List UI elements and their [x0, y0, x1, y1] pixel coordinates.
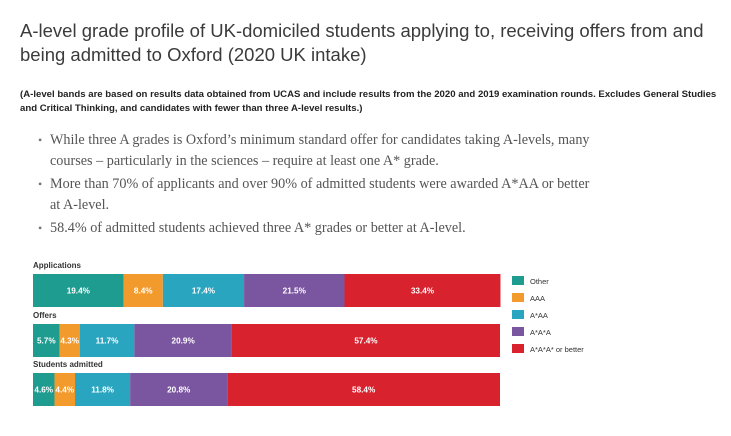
legend-swatch-0 [512, 276, 524, 285]
data-label-1-4: 57.4% [354, 337, 378, 346]
category-label-2: Students admitted [33, 360, 103, 369]
key-point-1: While three A grades is Oxford’s minimum… [38, 130, 598, 172]
bar-segment-2-2 [75, 373, 131, 406]
chart-note: (A-level bands are based on results data… [20, 89, 717, 114]
data-label-1-2: 11.7% [96, 337, 119, 346]
category-label-1: Offers [33, 311, 57, 320]
bar-segment-0-2 [162, 274, 245, 307]
data-label-0-4: 33.4% [411, 287, 435, 296]
legend-label-0: Other [530, 277, 549, 286]
data-label-0-2: 17.4% [192, 287, 216, 296]
data-label-2-2: 11.8% [91, 386, 114, 395]
stacked-bar-chart: Applications 19.4% 8.4% 17.4% 21.5% 33.4% Offe… [33, 261, 584, 406]
data-label-2-3: 20.8% [167, 386, 191, 395]
legend-label-2: A*AA [530, 311, 548, 320]
category-label-0: Applications [33, 261, 82, 270]
legend-swatch-3 [512, 327, 524, 336]
data-label-1-0: 5.7% [37, 337, 56, 346]
bar-segment-2-4 [227, 373, 500, 406]
bar-segment-1-4 [231, 324, 500, 357]
legend-label-3: A*A*A [530, 328, 551, 337]
bar-segment-1-0 [33, 324, 60, 357]
chart-title: A-level grade profile of UK-domiciled st… [20, 20, 704, 65]
legend-label-4: A*A*A* or better [530, 345, 584, 354]
bar-segment-2-0 [33, 373, 55, 406]
data-label-2-0: 4.6% [34, 386, 53, 395]
data-label-0-3: 21.5% [283, 287, 307, 296]
data-label-2-4: 58.4% [352, 386, 376, 395]
bar-segment-1-3 [134, 324, 232, 357]
data-label-2-1: 4.4% [55, 386, 74, 395]
bar-segment-0-0 [33, 274, 124, 307]
legend-label-1: AAA [530, 294, 545, 303]
data-label-0-1: 8.4% [134, 287, 153, 296]
key-points-list: While three A grades is Oxford’s minimum… [38, 130, 598, 241]
bar-segment-2-1 [54, 373, 76, 406]
legend-swatch-2 [512, 310, 524, 319]
data-label-1-3: 20.9% [172, 337, 196, 346]
data-label-1-1: 4.3% [60, 337, 79, 346]
bar-segment-0-4 [344, 274, 501, 307]
bar-segment-2-3 [130, 373, 228, 406]
key-point-3: 58.4% of admitted students achieved thre… [38, 218, 598, 239]
key-point-2: More than 70% of applicants and over 90%… [38, 174, 598, 216]
data-label-0-0: 19.4% [67, 287, 91, 296]
legend-swatch-1 [512, 293, 524, 302]
bar-segment-0-3 [244, 274, 345, 307]
bar-segment-1-1 [59, 324, 80, 357]
bar-segment-1-2 [79, 324, 135, 357]
legend-swatch-4 [512, 344, 524, 353]
bar-segment-0-1 [123, 274, 163, 307]
